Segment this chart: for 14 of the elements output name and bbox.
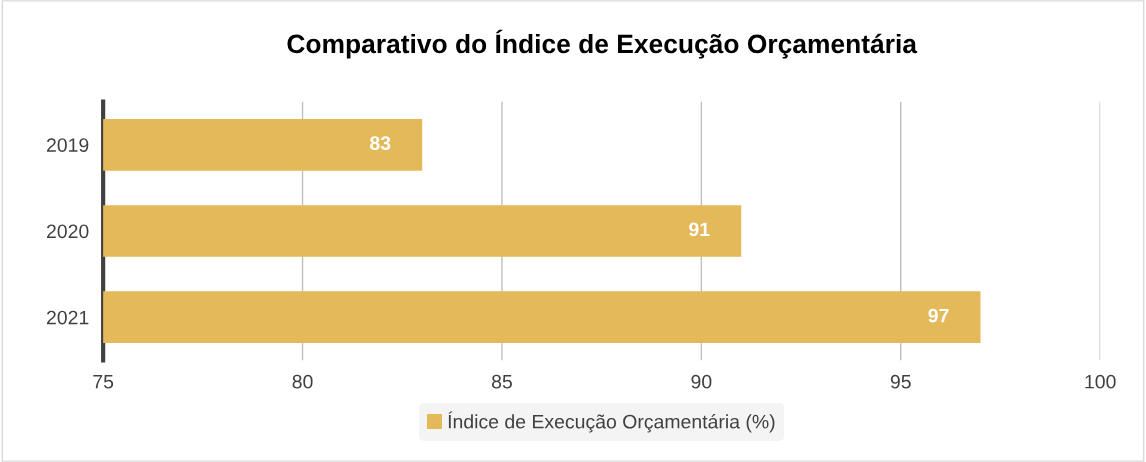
data-label: 83 xyxy=(370,136,391,151)
y-tick-label: 2021 xyxy=(46,310,89,325)
chart-title: Comparativo do Índice de Execução Orçamentária xyxy=(287,29,918,59)
legend-label: Índice de Execução Orçamentária (%) xyxy=(448,411,775,433)
x-tick-label: 100 xyxy=(1085,374,1116,389)
y-tick-label: 2019 xyxy=(46,138,89,152)
x-tick-label: 90 xyxy=(691,374,712,389)
x-tick-label: 95 xyxy=(890,374,911,389)
data-label: 91 xyxy=(689,222,710,237)
data-label: 97 xyxy=(928,308,949,323)
x-tick-label: 85 xyxy=(491,374,512,389)
y-tick-label: 2020 xyxy=(46,224,89,239)
x-tick-label: 75 xyxy=(93,374,114,389)
x-tick-label: 80 xyxy=(292,374,313,389)
